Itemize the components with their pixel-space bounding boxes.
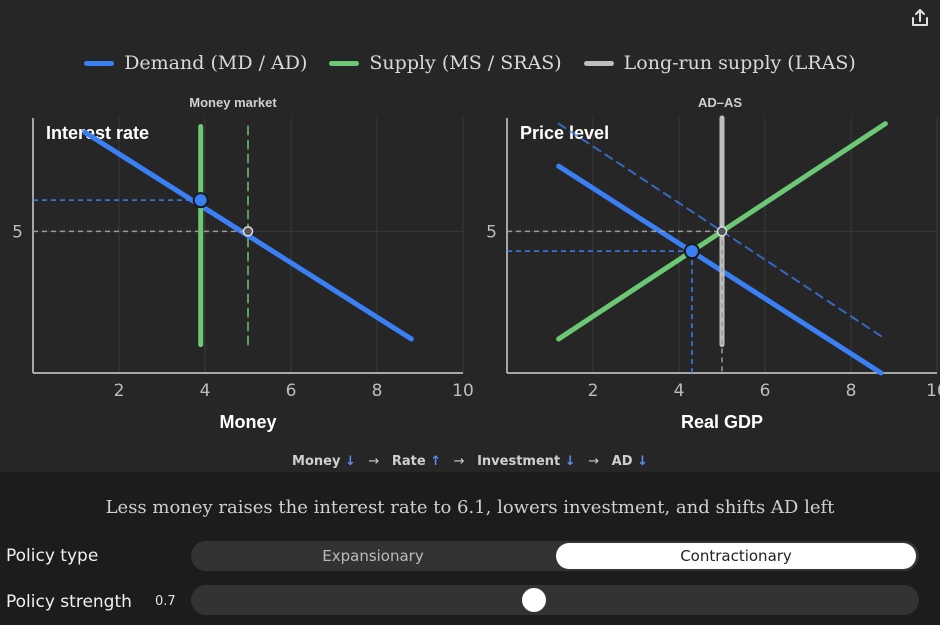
- y-axis-label: Price level: [520, 123, 609, 143]
- x-axis-label: Money: [219, 412, 276, 432]
- x-tick-label: 8: [372, 381, 383, 401]
- chain-rate: Rate: [391, 454, 426, 469]
- policy-type-label: Policy type: [6, 546, 99, 566]
- chain-separator: →: [453, 454, 465, 469]
- chain-separator: →: [368, 454, 380, 469]
- legend-label-supply: Supply (MS / SRAS): [369, 52, 562, 74]
- legend-swatch-lras: [583, 60, 614, 66]
- x-tick-label: 8: [846, 381, 857, 401]
- x-tick-label: 4: [200, 381, 211, 401]
- x-axis-label: Real GDP: [681, 412, 763, 432]
- slider-thumb[interactable]: [521, 588, 546, 612]
- chain-ad-arrow: ↓: [637, 454, 648, 469]
- policy-strength-value: 0.7: [155, 594, 176, 609]
- chart-area: Demand (MD / AD) Supply (MS / SRAS) Long…: [0, 6, 940, 469]
- chart-money-market: 2 4 6 8 10 5 Money market Interest rate Money: [12, 95, 474, 432]
- equilibrium-point-old: [716, 226, 728, 237]
- legend-item-supply: Supply (MS / SRAS): [329, 52, 562, 74]
- policy-caption: Less money raises the interest rate to 6…: [105, 497, 835, 518]
- legend: Demand (MD / AD) Supply (MS / SRAS) Long…: [0, 52, 940, 74]
- legend-item-demand: Demand (MD / AD): [84, 52, 307, 74]
- controls-panel: Less money raises the interest rate to 6…: [0, 472, 940, 625]
- x-tick-label: 6: [760, 381, 771, 401]
- policy-strength-slider[interactable]: [191, 585, 919, 615]
- chain-separator: →: [588, 454, 600, 469]
- equilibrium-point-old: [242, 226, 254, 237]
- legend-label-lras: Long-run supply (LRAS): [623, 52, 856, 74]
- legend-item-lras: Long-run supply (LRAS): [583, 52, 856, 74]
- legend-swatch-supply: [329, 60, 360, 66]
- equilibrium-point-new: [683, 243, 700, 260]
- option-expansionary[interactable]: Expansionary: [322, 547, 424, 565]
- chart-title: Money market: [189, 95, 277, 110]
- chain-rate-arrow: ↑: [430, 454, 442, 469]
- chain-ad: AD: [611, 454, 633, 469]
- chain-money: Money: [292, 454, 341, 469]
- x-tick-label: 4: [674, 381, 685, 401]
- y-axis-label: Interest rate: [46, 123, 149, 143]
- legend-label-demand: Demand (MD / AD): [124, 52, 308, 74]
- chain-investment-arrow: ↓: [564, 454, 576, 469]
- policy-type-toggle[interactable]: Expansionary Contractionary: [191, 541, 919, 571]
- legend-swatch-demand: [84, 60, 115, 66]
- y-tick-label: 5: [486, 222, 497, 242]
- chart-ad-as: 2 4 6 8 10 5 AD–AS Price level Real GDP: [486, 95, 940, 432]
- policy-strength-label: Policy strength: [6, 592, 132, 612]
- transmission-chain: Money ↓ → Rate ↑ → Investment ↓ → AD ↓: [0, 454, 940, 469]
- x-tick-label: 6: [286, 381, 297, 401]
- chain-investment: Investment: [477, 454, 561, 469]
- share-icon[interactable]: [908, 6, 932, 30]
- x-tick-label: 2: [114, 381, 125, 401]
- x-tick-label: 10: [452, 381, 474, 401]
- charts-svg: 2 4 6 8 10 5 Money market Interest rate Money 2 4 6…: [12, 95, 940, 432]
- chain-money-arrow: ↓: [344, 454, 356, 469]
- x-tick-label: 10: [926, 381, 940, 401]
- equilibrium-point-new: [192, 192, 209, 209]
- x-tick-label: 2: [588, 381, 599, 401]
- chart-title: AD–AS: [698, 95, 742, 110]
- option-contractionary[interactable]: Contractionary: [556, 543, 916, 569]
- y-tick-label: 5: [12, 222, 23, 242]
